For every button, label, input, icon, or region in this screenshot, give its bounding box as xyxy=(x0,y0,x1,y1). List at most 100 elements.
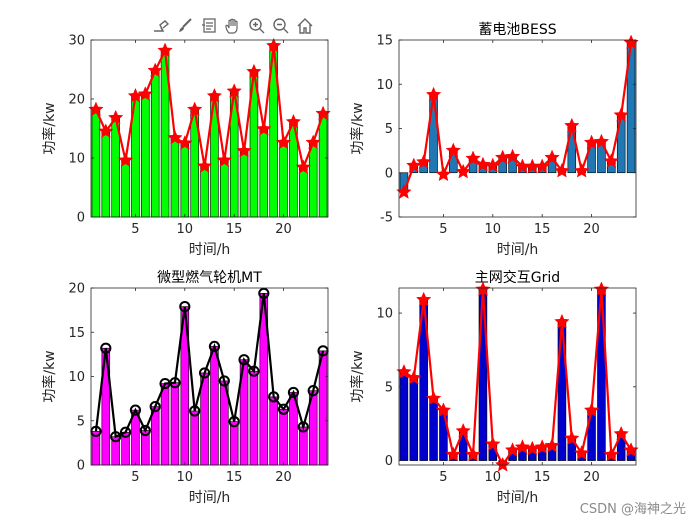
axes-box xyxy=(90,39,329,218)
chart-grid: 5 10 15 20 0 5 10 时间/h 功率/kw 主网交互Grid xyxy=(349,269,639,506)
data-point xyxy=(196,158,213,173)
bar xyxy=(141,93,150,218)
data-point xyxy=(455,422,471,438)
brush-icon[interactable] xyxy=(174,15,196,37)
data-point xyxy=(445,142,462,158)
data-point xyxy=(265,37,282,53)
x-axis-label: 时间/h xyxy=(497,490,539,506)
bar xyxy=(101,131,111,218)
x-axis-label: 时间/h xyxy=(189,242,231,258)
y-tick-label: 10 xyxy=(68,152,85,167)
bar xyxy=(220,160,229,218)
data-point xyxy=(593,281,610,297)
chart-title: 微型燃气轮机MT xyxy=(157,269,262,286)
datatip-icon[interactable] xyxy=(198,15,220,37)
y-tick-label: 0 xyxy=(77,211,85,226)
data-point xyxy=(206,87,223,103)
data-point xyxy=(554,162,570,178)
bar xyxy=(210,346,219,466)
data-point xyxy=(169,377,181,389)
chart-title: 蓄电池BESS xyxy=(478,22,556,38)
chart-pv: 5 10 15 20 0 10 20 30 时间/h 功率/kw xyxy=(41,34,331,258)
data-point xyxy=(415,291,432,307)
data-point xyxy=(137,86,154,101)
data-point xyxy=(117,152,134,167)
home-restore-icon[interactable] xyxy=(294,15,316,37)
data-point xyxy=(425,390,442,406)
bar xyxy=(279,142,288,218)
x-tick-label: 15 xyxy=(226,222,243,237)
x-tick-label: 10 xyxy=(177,222,194,237)
zoom-in-icon[interactable] xyxy=(246,15,268,37)
zoom-out-icon[interactable] xyxy=(270,15,292,37)
bar xyxy=(259,128,269,218)
data-point xyxy=(119,426,132,438)
chart-mt: 5 10 15 20 0 5 10 15 20 时间/h 功率/kw 微型燃气轮机MT xyxy=(41,269,329,506)
data-point xyxy=(475,281,491,297)
bar xyxy=(308,142,318,218)
x-axis-label: 时间/h xyxy=(189,490,231,506)
data-point xyxy=(157,42,173,58)
y-tick-label: 0 xyxy=(385,166,393,181)
plot-area xyxy=(399,288,636,465)
x-tick-label: 10 xyxy=(485,222,502,237)
data-point xyxy=(573,162,590,178)
y-tick-label: 20 xyxy=(68,93,85,108)
data-point xyxy=(396,184,412,199)
plot-area xyxy=(91,288,328,465)
data-point xyxy=(236,142,252,158)
y-tick-label: 20 xyxy=(68,282,85,297)
data-point xyxy=(564,117,580,133)
x-tick-label: 20 xyxy=(583,222,600,237)
bar xyxy=(318,350,328,466)
data-point xyxy=(613,425,629,441)
bar xyxy=(399,371,409,461)
bar xyxy=(170,382,180,466)
data-point xyxy=(216,152,233,167)
data-point xyxy=(315,105,331,121)
data-point xyxy=(544,437,560,453)
data-point xyxy=(98,123,114,139)
bar xyxy=(170,137,180,218)
bar xyxy=(299,167,308,218)
data-point xyxy=(198,367,211,379)
data-point xyxy=(228,416,240,428)
data-point xyxy=(147,62,163,78)
bar xyxy=(91,109,101,218)
data-point xyxy=(554,313,570,329)
data-point xyxy=(603,446,620,462)
y-axis-label: 功率/kw xyxy=(41,102,58,154)
bar xyxy=(299,426,308,466)
data-point xyxy=(285,113,302,129)
data-point xyxy=(149,400,161,413)
data-point xyxy=(256,120,272,136)
bar xyxy=(409,377,419,461)
data-point xyxy=(186,101,203,117)
data-point xyxy=(246,63,262,79)
data-point xyxy=(208,340,221,353)
data-point xyxy=(297,421,309,433)
y-tick-label: 5 xyxy=(77,414,85,429)
data-point xyxy=(406,369,422,385)
x-axis-label: 时间/h xyxy=(497,242,539,258)
y-tick-label: 30 xyxy=(68,34,85,49)
pan-hand-icon[interactable] xyxy=(222,15,244,37)
y-axis-label: 功率/kw xyxy=(41,350,58,402)
data-point xyxy=(107,109,124,125)
axes-box xyxy=(398,287,637,466)
bar xyxy=(478,289,488,461)
watermark: CSDN @海神之光 xyxy=(579,502,686,517)
data-point xyxy=(465,446,481,462)
data-point xyxy=(445,446,462,462)
data-point xyxy=(504,148,521,164)
data-point xyxy=(295,159,312,175)
annotate-export-icon[interactable] xyxy=(150,15,172,37)
bar xyxy=(249,370,259,466)
y-tick-label: 10 xyxy=(68,370,85,385)
bar xyxy=(279,408,288,466)
bar xyxy=(239,150,249,218)
data-point xyxy=(305,134,321,150)
data-point xyxy=(465,150,481,166)
y-tick-label: -5 xyxy=(380,211,393,226)
x-tick-label: 20 xyxy=(275,470,292,485)
